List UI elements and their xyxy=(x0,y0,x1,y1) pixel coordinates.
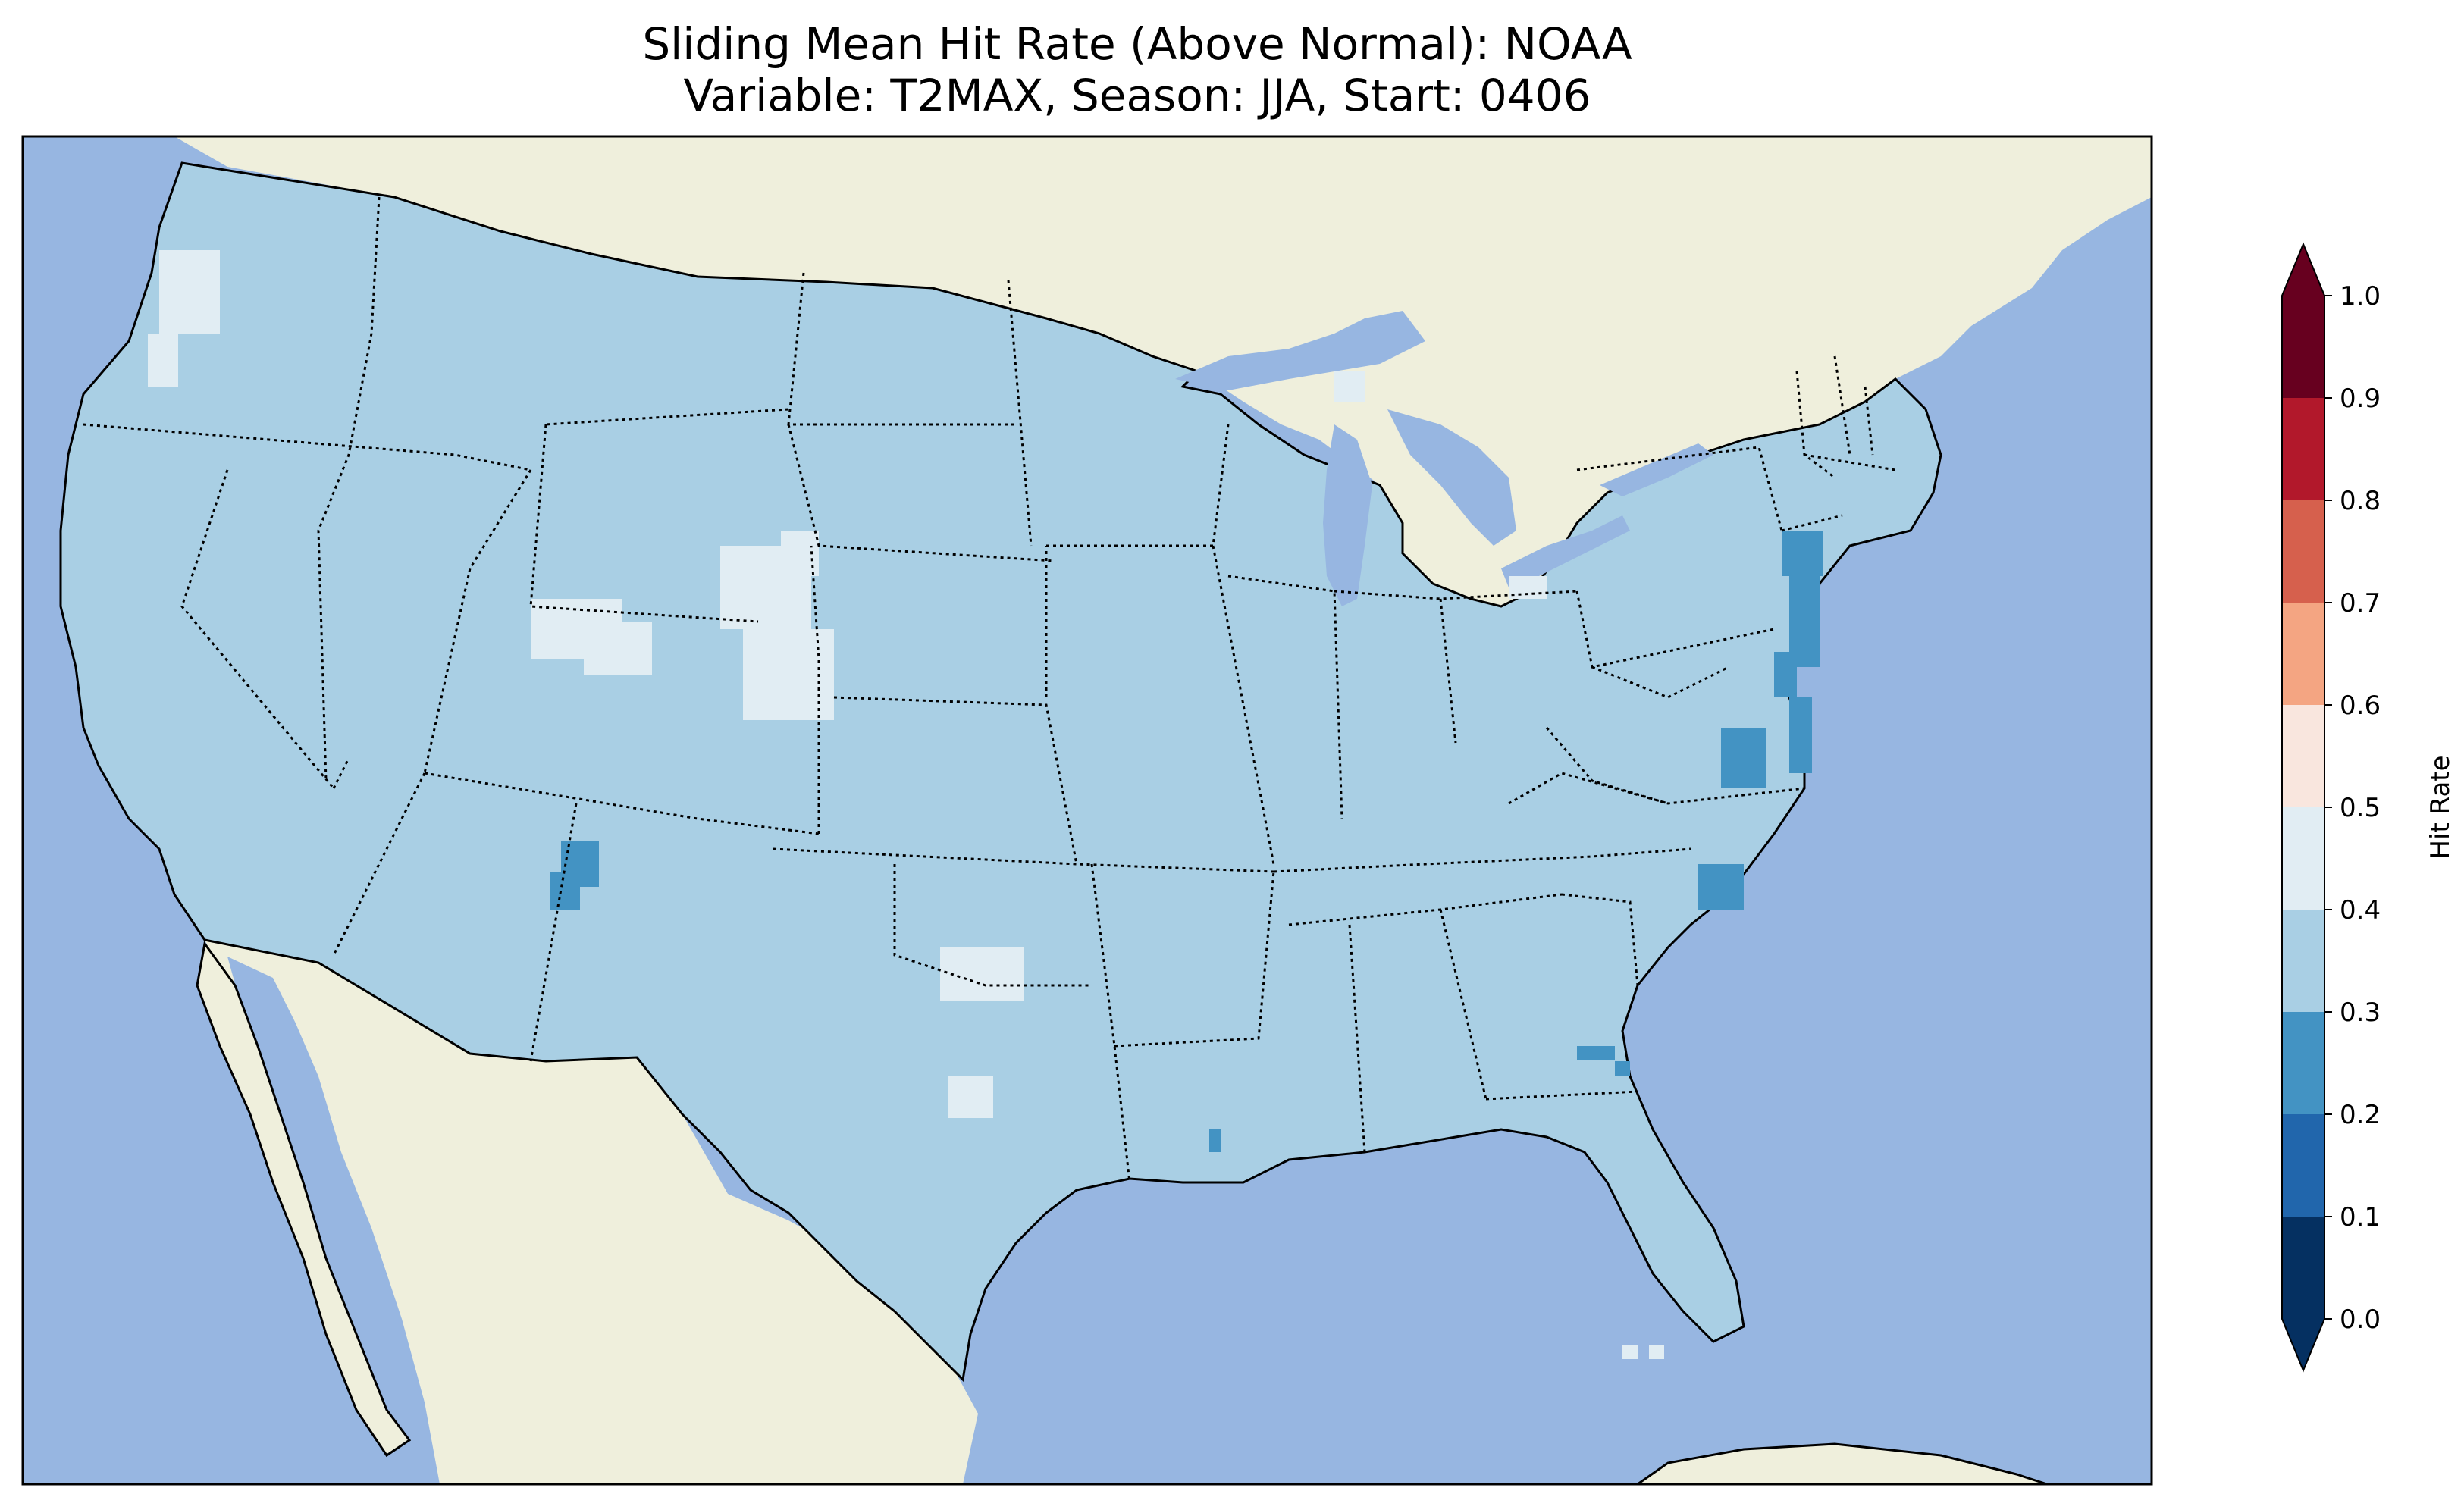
colorbar-tick-label: 0.5 xyxy=(2340,793,2381,823)
chart-title-line-1: Sliding Mean Hit Rate (Above Normal): NO… xyxy=(642,18,1632,70)
colorbar-bin-5 xyxy=(2282,705,2324,807)
colorbar-tick-label: 0.6 xyxy=(2340,691,2381,721)
lake-huron xyxy=(1387,409,1516,546)
colorbar-tick-label: 0.1 xyxy=(2340,1202,2381,1232)
canada-landmass xyxy=(174,136,2152,606)
lake-michigan xyxy=(1323,424,1372,606)
colorbar-bin-3 xyxy=(2282,910,2324,1012)
chart-title-line-2: Variable: T2MAX, Season: JJA, Start: 040… xyxy=(683,70,1591,121)
colorbar-tick-label: 0.3 xyxy=(2340,998,2381,1028)
colorbar-tick-label: 0.9 xyxy=(2340,384,2381,414)
lake-erie xyxy=(1501,515,1630,587)
map-frame xyxy=(21,135,2153,1486)
cuba xyxy=(1635,1442,2048,1484)
anomaly-cells-light xyxy=(148,250,1664,1359)
gulf-of-california xyxy=(227,957,440,1484)
colorbar-tick-label: 0.2 xyxy=(2340,1100,2381,1130)
colorbar-label: Hit Rate xyxy=(2425,755,2456,859)
colorbar-extend-over xyxy=(2282,244,2324,296)
colorbar-bin-4 xyxy=(2282,807,2324,910)
state-borders xyxy=(83,196,1896,1183)
colorbar-bin-8 xyxy=(2282,398,2324,500)
contiguous-us xyxy=(59,161,1942,1383)
colorbar-tick-label: 0.8 xyxy=(2340,486,2381,516)
colorbar-tick-label: 0.4 xyxy=(2340,895,2381,926)
colorbar-extend-under xyxy=(2282,1319,2324,1370)
colorbar-tick-label: 0.7 xyxy=(2340,588,2381,619)
baja-peninsula xyxy=(196,941,412,1458)
colorbar-bin-7 xyxy=(2282,500,2324,603)
colorbar-bin-2 xyxy=(2282,1012,2324,1114)
lake-superior xyxy=(1175,311,1425,390)
colorbar-bin-1 xyxy=(2282,1114,2324,1217)
colorbar-bin-0 xyxy=(2282,1217,2324,1319)
colorbar-bin-6 xyxy=(2282,603,2324,705)
colorbar-bin-9 xyxy=(2282,296,2324,398)
colorbar-tick-label: 0.0 xyxy=(2340,1305,2381,1335)
colorbar-tick-label: 1.0 xyxy=(2340,281,2381,312)
anomaly-cells-dark xyxy=(550,531,1823,1152)
lake-ontario xyxy=(1600,443,1713,496)
